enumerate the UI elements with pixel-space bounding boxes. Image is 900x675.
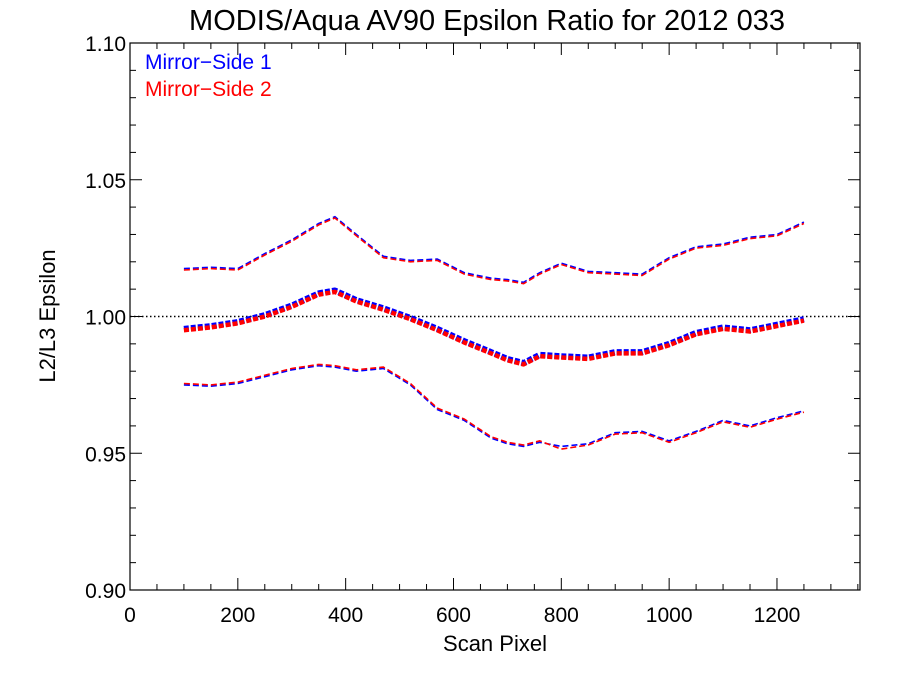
- x-tick-label: 0: [124, 604, 136, 627]
- x-tick-label: 200: [220, 604, 255, 627]
- mean-line-mirror-side-2: [183, 289, 805, 367]
- series-layer: [183, 215, 805, 450]
- x-axis: 0 200 400 600 800 1000 1200: [124, 43, 859, 627]
- x-tick-label: 400: [328, 604, 363, 627]
- y-tick-label: 0.95: [85, 443, 126, 466]
- x-tick-label: 1000: [646, 604, 693, 627]
- lower-bound-line-mirror-side-1: [183, 364, 805, 448]
- y-tick-label: 1.00: [85, 307, 126, 330]
- legend-entry-mirror-side-1: Mirror−Side 1: [145, 51, 272, 74]
- y-tick-label: 0.90: [85, 580, 126, 603]
- upper-bound-line-mirror-side-1: [183, 215, 805, 284]
- y-axis: 0.90 0.95 1.00 1.05 1.10: [85, 33, 860, 603]
- chart-title: MODIS/Aqua AV90 Epsilon Ratio for 2012 0…: [189, 5, 785, 37]
- y-tick-label: 1.10: [85, 33, 126, 56]
- y-axis-label: L2/L3 Epsilon: [35, 249, 60, 382]
- x-axis-label: Scan Pixel: [443, 631, 547, 656]
- x-tick-label: 1200: [754, 604, 801, 627]
- y-tick-label: 1.05: [85, 170, 126, 193]
- x-tick-label: 600: [436, 604, 471, 627]
- lower-bound-line-mirror-side-2: [183, 363, 805, 450]
- x-tick-label: 800: [544, 604, 579, 627]
- upper-bound-line-mirror-side-2: [183, 217, 805, 285]
- legend-entry-mirror-side-2: Mirror−Side 2: [145, 78, 272, 101]
